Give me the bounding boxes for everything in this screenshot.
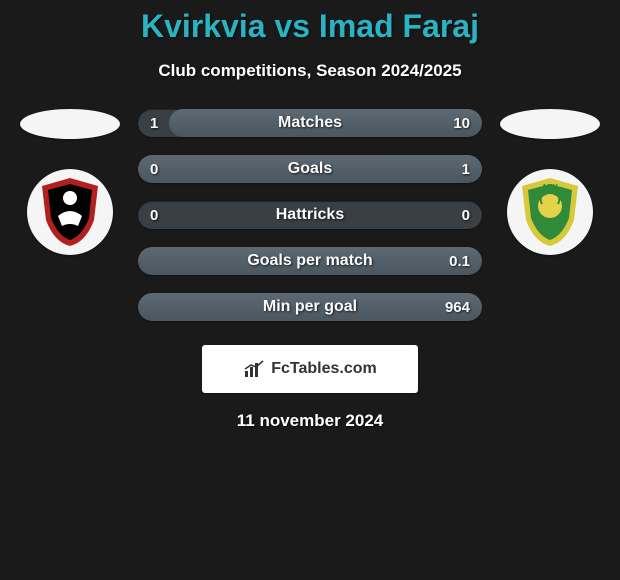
right-team-crest: AEK [507,169,593,255]
stat-label: Goals per match [138,247,482,275]
stat-right-value: 0.1 [449,247,470,275]
left-player-ellipse [20,109,120,139]
chart-icon [243,359,265,379]
left-side [20,109,120,255]
right-crest-text: AEK [542,183,559,192]
stat-right-value: 964 [445,293,470,321]
stat-right-value: 1 [462,155,470,183]
stat-label: Hattricks [138,201,482,229]
page-subtitle: Club competitions, Season 2024/2025 [0,61,620,81]
stat-right-value: 0 [462,201,470,229]
stat-label: Goals [138,155,482,183]
page-title: Kvirkvia vs Imad Faraj [0,8,620,45]
brand-box: FcTables.com [202,345,418,393]
stat-bar: 0Goals1 [138,155,482,183]
left-crest-icon [38,176,102,248]
right-crest-icon: AEK [518,176,582,248]
stat-bar: 0Hattricks0 [138,201,482,229]
date-label: 11 november 2024 [0,411,620,431]
brand-label: FcTables.com [271,360,377,378]
left-team-crest [27,169,113,255]
stat-right-value: 10 [453,109,470,137]
stat-bars: 1Matches100Goals10Hattricks0Goals per ma… [138,109,482,321]
stat-label: Min per goal [138,293,482,321]
stat-bar: 1Matches10 [138,109,482,137]
right-player-ellipse [500,109,600,139]
right-side: AEK [500,109,600,255]
stat-label: Matches [138,109,482,137]
stat-bar: Goals per match0.1 [138,247,482,275]
stat-bar: Min per goal964 [138,293,482,321]
left-crest-circle [63,191,77,205]
comparison-row: 1Matches100Goals10Hattricks0Goals per ma… [0,109,620,321]
